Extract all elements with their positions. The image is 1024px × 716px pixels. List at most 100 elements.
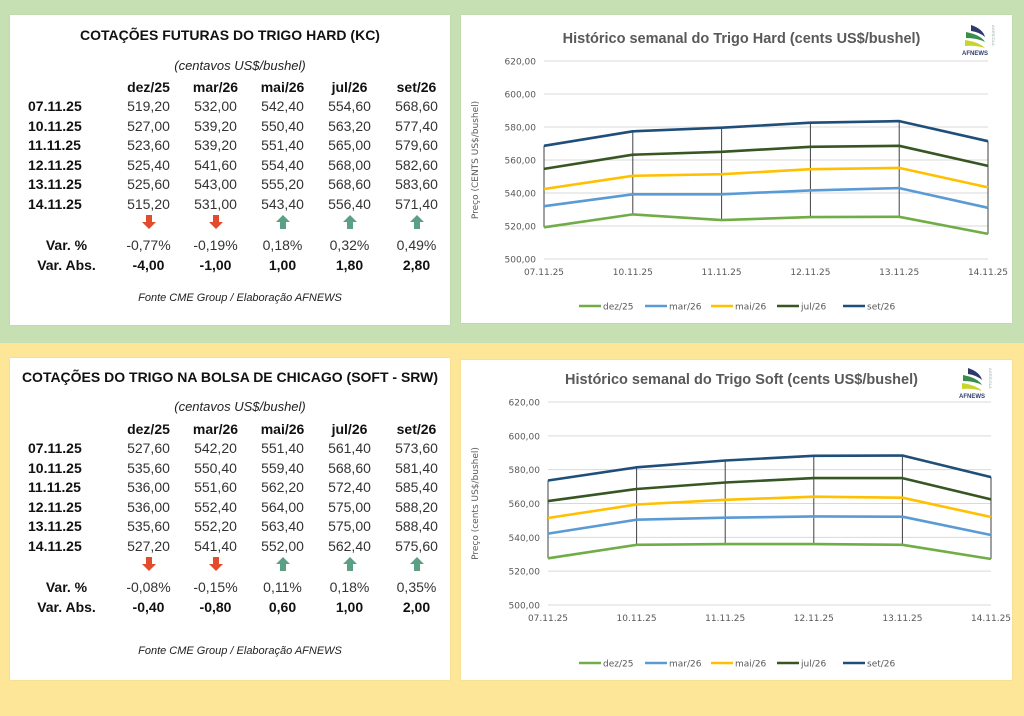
arrow-up-icon: [342, 557, 357, 571]
y-tick-label: 620,00: [509, 399, 541, 409]
var-pct-cell: 0,35%: [396, 578, 437, 595]
price-cell: 561,40: [328, 440, 371, 457]
price-cell: 551,40: [261, 137, 304, 154]
price-cell: 568,60: [328, 176, 371, 193]
trend-arrow-cell: [316, 557, 383, 574]
price-cell: 551,60: [194, 479, 237, 496]
series-line-mar-26: [543, 186, 989, 210]
series-line-set-26: [547, 454, 992, 482]
column-header: mai/26: [260, 78, 305, 95]
arrow-up-icon: [342, 215, 357, 229]
legend-label: mai/26: [735, 660, 767, 670]
series-line-jul-26: [543, 144, 989, 171]
logo-leaf-yellow: [965, 40, 985, 48]
var-pct-cell: -0,15%: [193, 578, 238, 595]
logo-leaf-yellow: [962, 383, 982, 391]
x-tick-label: 14.11.25: [971, 614, 1011, 624]
price-cell: 573,60: [395, 440, 438, 457]
row-date: 11.11.25: [28, 137, 81, 154]
arrow-up-icon: [409, 557, 424, 571]
y-tick-label: 600,00: [505, 91, 537, 101]
x-tick-label: 11.11.25: [702, 268, 742, 278]
table-row: 10.11.25 527,00 539,20 550,40 563,20 577,40: [10, 116, 450, 136]
table-subtitle: (centavos US$/bushel): [174, 58, 306, 73]
trend-arrow-cell: [182, 215, 249, 232]
table-row: 12.11.25 525,40 541,60 554,40 568,00 582,60: [10, 155, 450, 175]
y-tick-label: 540,00: [505, 190, 537, 200]
x-tick-label: 07.11.25: [528, 614, 568, 624]
price-cell: 554,60: [328, 98, 371, 115]
series-line-jul-26: [547, 476, 992, 503]
trend-arrow-cell: [316, 215, 383, 232]
legend-item: dez/25: [579, 303, 633, 313]
price-cell: 555,20: [261, 176, 304, 193]
price-cell: 532,00: [194, 98, 237, 115]
legend-item: set/26: [843, 660, 896, 670]
price-cell: 550,40: [261, 117, 304, 134]
var-pct-cell: 0,32%: [329, 236, 370, 253]
price-cell: 523,60: [127, 137, 170, 154]
price-cell: 568,60: [395, 98, 438, 115]
trend-arrow-cell: [383, 215, 450, 232]
row-date: 12.11.25: [28, 498, 82, 515]
legend-item: jul/26: [777, 303, 826, 313]
hard-wheat-quotes-table: COTAÇÕES FUTURAS DO TRIGO HARD (KC) (cen…: [10, 15, 450, 325]
legend-label: jul/26: [800, 660, 826, 670]
y-axis-label: Preço (cents US$/bushel): [471, 447, 481, 560]
var-pct-cell: 0,18%: [262, 236, 303, 253]
trend-arrow-cell: [115, 557, 182, 574]
price-cell: 536,00: [127, 479, 170, 496]
price-cell: 536,00: [127, 498, 170, 515]
table-row: 13.11.25 525,60 543,00 555,20 568,60 583,60: [10, 175, 450, 195]
table-row: 10.11.25 535,60 550,40 559,40 568,60 581,40: [10, 458, 450, 478]
table-title: COTAÇÕES DO TRIGO NA BOLSA DE CHICAGO (S…: [21, 369, 439, 385]
price-cell: 559,40: [261, 459, 304, 476]
table-row: 12.11.25 536,00 552,40 564,00 575,00 588,20: [10, 497, 450, 517]
row-date: 14.11.25: [28, 195, 82, 212]
legend-label: dez/25: [603, 660, 633, 670]
price-cell: 565,00: [328, 137, 371, 154]
legend-item: jul/26: [777, 660, 826, 670]
price-cell: 568,00: [328, 156, 371, 173]
price-cell: 563,20: [328, 117, 371, 134]
trend-arrow-cell: [249, 557, 316, 574]
arrow-down-icon: [208, 215, 223, 229]
legend-label: set/26: [867, 660, 896, 670]
price-cell: 515,20: [127, 195, 170, 212]
afnews-logo: AFNEWS AGRÍCOLA: [961, 23, 997, 57]
row-date: 13.11.25: [28, 518, 82, 535]
series-line-mai-26: [543, 166, 989, 191]
var-pct-row: Var. % -0,08% -0,15% 0,11% 0,18% 0,35%: [10, 576, 450, 598]
legend-label: dez/25: [603, 303, 633, 313]
legend-item: mar/26: [645, 660, 702, 670]
price-cell: 585,40: [395, 479, 438, 496]
x-tick-label: 11.11.25: [705, 614, 745, 624]
price-cell: 552,20: [194, 518, 237, 535]
row-date: 14.11.25: [28, 537, 82, 554]
table-title: COTAÇÕES FUTURAS DO TRIGO HARD (KC): [80, 27, 380, 43]
legend-item: mai/26: [711, 660, 767, 670]
y-tick-label: 500,00: [509, 602, 541, 612]
table-subtitle: (centavos US$/bushel): [174, 399, 306, 414]
y-tick-label: 540,00: [509, 534, 541, 544]
var-pct-cell: -0,19%: [193, 236, 238, 253]
row-date: 07.11.25: [28, 440, 82, 457]
var-pct-label: Var. %: [45, 236, 88, 253]
arrow-up-icon: [409, 215, 424, 229]
table-row: 11.11.25 536,00 551,60 562,20 572,40 585,40: [10, 478, 450, 498]
price-cell: 588,20: [395, 498, 438, 515]
var-abs-cell: 1,00: [268, 257, 297, 274]
arrow-down-icon: [141, 215, 156, 229]
table-row: 11.11.25 523,60 539,20 551,40 565,00 579,60: [10, 136, 450, 156]
legend-item: mar/26: [645, 303, 702, 313]
column-header: jul/26: [331, 420, 368, 437]
column-header: dez/25: [127, 78, 170, 95]
price-cell: 579,60: [395, 137, 438, 154]
price-cell: 550,40: [194, 459, 237, 476]
column-header: mai/26: [260, 420, 305, 437]
chart-plot: 500,00 520,00 540,00 560,00 580,00 600,00 620,…: [471, 399, 1011, 670]
var-pct-cell: 0,18%: [329, 578, 370, 595]
price-cell: 527,00: [127, 117, 170, 134]
var-abs-cell: 0,60: [268, 599, 297, 616]
legend-item: dez/25: [579, 660, 633, 670]
